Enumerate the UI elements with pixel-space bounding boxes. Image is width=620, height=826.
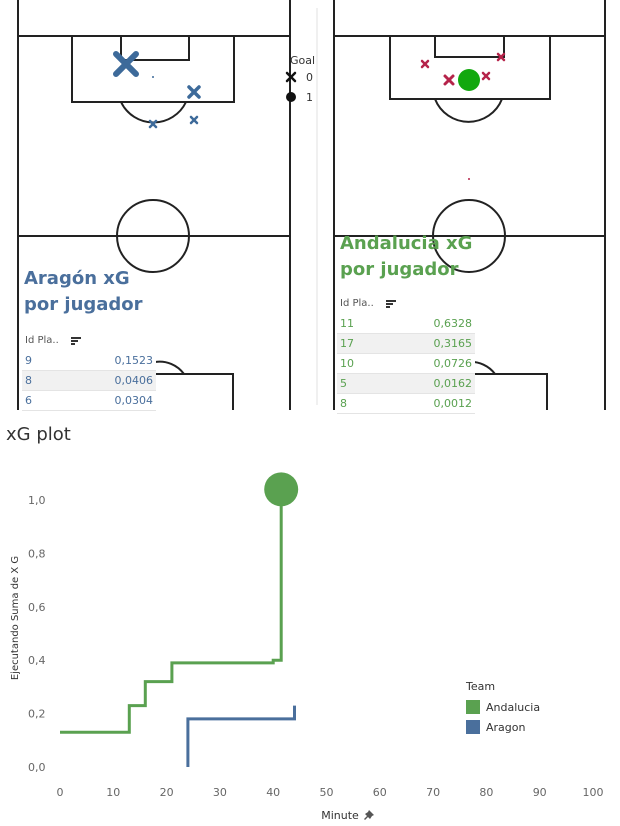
- team-legend-item-aragon[interactable]: Aragon: [466, 717, 540, 737]
- y-tick-label: 0,2: [28, 708, 46, 721]
- shot-marker-cross: [496, 52, 506, 62]
- shot-marker-cross: [113, 51, 139, 77]
- table-header[interactable]: Id Pla..: [22, 331, 156, 351]
- andalucia-title-line1: Andalucia xG: [340, 233, 473, 254]
- y-tick-label: 0,0: [28, 761, 46, 774]
- x-tick-label: 70: [426, 786, 440, 799]
- shot-marker-cross: [189, 115, 199, 125]
- player-xg: 0,3165: [433, 337, 473, 350]
- player-xg: 0,1523: [114, 354, 154, 367]
- aragon-xg-title: Aragón xG por jugador: [24, 266, 143, 318]
- x-axis-label: Minute: [321, 809, 359, 822]
- legend-swatch: [466, 700, 480, 714]
- player-id: 6: [25, 394, 32, 407]
- y-tick-label: 0,6: [28, 601, 46, 614]
- player-xg: 0,0162: [433, 377, 473, 390]
- player-id: 8: [340, 397, 347, 410]
- shot-marker-cross: [443, 74, 455, 86]
- player-xg: 0,0406: [114, 374, 154, 387]
- table-header-label: Id Pla..: [25, 335, 59, 346]
- y-axis-label: Ejecutando Suma de X G: [10, 556, 21, 680]
- player-id: 8: [25, 374, 32, 387]
- andalucia-xg-title: Andalucia xG por jugador: [340, 231, 472, 283]
- series-line-aragon[interactable]: [186, 705, 296, 767]
- y-tick-label: 0,4: [28, 654, 46, 667]
- goal-legend-item[interactable]: 1: [284, 87, 315, 107]
- player-id: 5: [340, 377, 347, 390]
- aragon-pitch: [17, 0, 291, 410]
- y-tick-label: 1,0: [28, 494, 46, 507]
- team-legend-title: Team: [466, 680, 496, 693]
- sort-icon[interactable]: [385, 300, 396, 308]
- xg-line-chart: 0,0 0,2 0,4 0,6 0,8 1,0 0 10 20 30 40 50 60 70 80 90 10…: [10, 472, 604, 822]
- andalucia-shot-markers: [420, 52, 506, 180]
- goal-legend: Goal 0 1: [284, 54, 315, 107]
- shot-marker-cross: [420, 59, 430, 69]
- x-tick-label: 80: [479, 786, 493, 799]
- x-tick-label: 90: [533, 786, 547, 799]
- table-row: 17 0,3165: [337, 334, 475, 354]
- shot-marker-cross: [481, 71, 491, 81]
- shot-marker-dot: [152, 76, 154, 78]
- andalucia-title-line2: por jugador: [340, 259, 459, 280]
- x-tick-label: 30: [213, 786, 227, 799]
- aragon-title-line2: por jugador: [24, 294, 143, 315]
- legend-label: Aragon: [486, 720, 526, 734]
- goal-legend-label: 0: [306, 70, 313, 84]
- goal-marker: [458, 69, 480, 91]
- x-tick-label: 20: [160, 786, 174, 799]
- player-id: 9: [25, 354, 32, 367]
- circle-icon: [286, 92, 296, 102]
- player-xg: 0,0726: [433, 357, 473, 370]
- x-tick-label: 60: [373, 786, 387, 799]
- aragon-title-line1: Aragón xG: [24, 268, 130, 289]
- table-header-label: Id Pla..: [340, 298, 374, 309]
- player-xg: 0,6328: [433, 317, 473, 330]
- x-tick-label: 50: [320, 786, 334, 799]
- shot-marker-cross: [187, 85, 201, 99]
- x-tick-label: 0: [57, 786, 64, 799]
- y-tick-label: 0,8: [28, 547, 46, 560]
- table-row: 8 0,0012: [337, 394, 475, 414]
- team-legend-item-andalucia[interactable]: Andalucia: [466, 697, 540, 717]
- sort-icon[interactable]: [70, 337, 81, 345]
- player-id: 11: [340, 317, 354, 330]
- table-row: 11 0,6328: [337, 314, 475, 334]
- table-row: 5 0,0162: [337, 374, 475, 394]
- goal-legend-title: Goal: [290, 54, 316, 67]
- series-line-andalucia[interactable]: [60, 489, 283, 734]
- table-row: 10 0,0726: [337, 354, 475, 374]
- table-row: 9 0,1523: [22, 351, 156, 371]
- player-xg: 0,0012: [433, 397, 473, 410]
- table-row: 8 0,0406: [22, 371, 156, 391]
- x-tick-label: 40: [266, 786, 280, 799]
- aragon-xg-table: Id Pla.. 9 0,1523 8 0,0406 6 0,0304: [22, 331, 156, 411]
- x-tick-label: 100: [583, 786, 604, 799]
- shot-marker-cross: [148, 119, 158, 129]
- table-header[interactable]: Id Pla..: [337, 294, 475, 314]
- goal-legend-label: 1: [306, 90, 313, 104]
- x-axis-ticks: 0 10 20 30 40 50 60 70 80 90 100: [57, 786, 604, 799]
- shot-marker-dot: [468, 178, 470, 180]
- cross-icon: [285, 71, 297, 83]
- player-id: 17: [340, 337, 354, 350]
- goal-legend-item[interactable]: 0: [284, 67, 315, 87]
- pin-icon: [364, 810, 374, 820]
- x-tick-label: 10: [106, 786, 120, 799]
- andalucia-pitch: [316, 0, 606, 410]
- aragon-shot-markers: [113, 51, 201, 129]
- legend-label: Andalucia: [486, 700, 541, 714]
- plot-title: xG plot: [6, 424, 71, 445]
- legend-swatch: [466, 720, 480, 734]
- goal-point-marker[interactable]: [264, 472, 299, 507]
- x-axis-label-group: Minute: [321, 809, 374, 822]
- andalucia-xg-table: Id Pla.. 11 0,6328 17 0,3165 10 0,0726 5…: [337, 294, 475, 414]
- team-legend: Team Andalucia Aragon: [466, 680, 540, 737]
- y-axis-ticks: 0,0 0,2 0,4 0,6 0,8 1,0: [28, 494, 46, 774]
- player-xg: 0,0304: [114, 394, 154, 407]
- table-row: 6 0,0304: [22, 391, 156, 411]
- player-id: 10: [340, 357, 354, 370]
- series-layer: [60, 472, 299, 767]
